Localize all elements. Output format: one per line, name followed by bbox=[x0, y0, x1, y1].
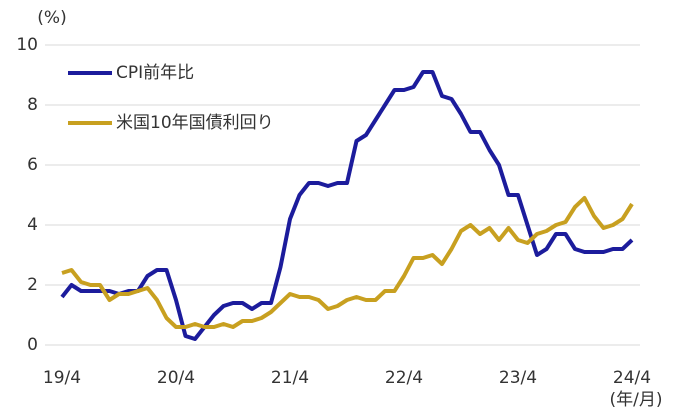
y-tick-label: 10 bbox=[16, 35, 38, 55]
y-tick-label: 8 bbox=[27, 95, 38, 115]
x-tick-label: 24/4 bbox=[613, 368, 651, 388]
series-line bbox=[61, 196, 634, 329]
y-tick-label: 6 bbox=[27, 155, 38, 175]
x-tick-label: 23/4 bbox=[499, 368, 537, 388]
y-tick-label: 0 bbox=[27, 335, 38, 355]
x-tick-label: 21/4 bbox=[271, 368, 309, 388]
legend-label: 米国10年国債利回り bbox=[116, 113, 274, 133]
y-tick-label: 2 bbox=[27, 275, 38, 295]
x-unit: (年/月) bbox=[610, 390, 663, 410]
series-line bbox=[60, 70, 634, 341]
x-tick-label: 22/4 bbox=[385, 368, 423, 388]
x-tick-label: 19/4 bbox=[43, 368, 81, 388]
y-unit: (%) bbox=[37, 8, 66, 28]
x-tick-label: 20/4 bbox=[157, 368, 195, 388]
legend-label: CPI前年比 bbox=[116, 63, 194, 83]
y-tick-label: 4 bbox=[27, 215, 38, 235]
